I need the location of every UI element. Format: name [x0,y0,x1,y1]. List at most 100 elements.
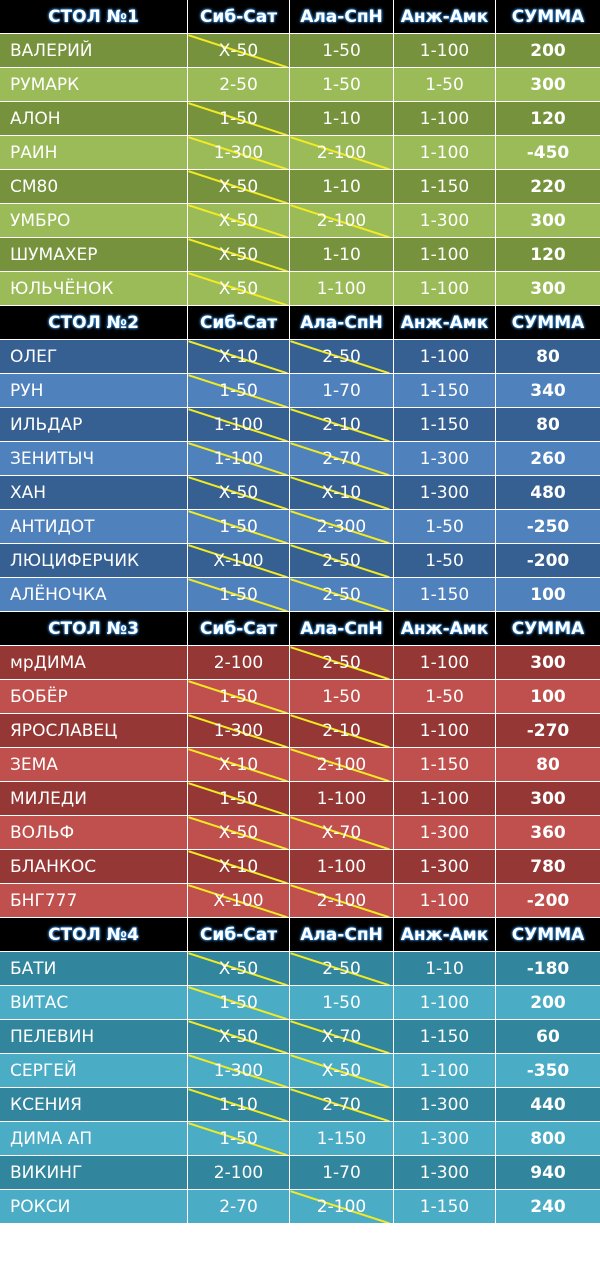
player-name: ПЕЛЕВИН [0,1020,188,1053]
player-name-text: ХАН [10,482,47,503]
cell-anzh-amk-text: 1-100 [419,720,470,741]
cell-sib-sat: 1-50 [188,510,290,543]
cell-sum-text: 120 [530,108,566,129]
player-name-text: СЕРГЕЙ [10,1060,77,1081]
cell-sum: -350 [496,1054,600,1087]
cell-anzh-amk: 1-150 [394,170,496,203]
player-name-text: ЯРОСЛАВЕЦ [10,720,118,741]
cell-ala-spn-text: 2-50 [322,550,361,571]
cell-anzh-amk: 1-300 [394,476,496,509]
cell-ala-spn: 2-10 [290,714,394,747]
table-row: ЗЕМА Х-10 2-100 1-150 80 [0,748,600,782]
player-name-text: РУМАРК [10,74,80,95]
cell-anzh-amk-text: 1-150 [419,414,470,435]
cell-sum-text: 200 [530,992,566,1013]
cell-sum-text: 220 [530,176,566,197]
player-name: мрДИМА [0,646,188,679]
cell-anzh-amk: 1-100 [394,1054,496,1087]
cell-sum: 100 [496,680,600,713]
column-header-ala-spn: Ала-СпН [290,0,394,33]
cell-ala-spn-text: 1-50 [322,40,361,61]
cell-sum: 60 [496,1020,600,1053]
cell-ala-spn: Х-70 [290,1020,394,1053]
cell-anzh-amk: 1-300 [394,442,496,475]
cell-sum: -270 [496,714,600,747]
cell-anzh-amk: 1-50 [394,510,496,543]
cell-ala-spn-text: 2-50 [322,584,361,605]
cell-sib-sat: Х-10 [188,850,290,883]
cell-ala-spn-text: 1-10 [322,108,361,129]
table-row: РУН 1-50 1-70 1-150 340 [0,374,600,408]
table-row: ЗЕНИТЫЧ 1-100 2-70 1-300 260 [0,442,600,476]
cell-sum-text: -350 [526,1060,570,1081]
cell-anzh-amk: 1-150 [394,1020,496,1053]
cell-ala-spn: 1-150 [290,1122,394,1155]
cell-ala-spn-text: 1-100 [316,278,367,299]
player-name: ИЛЬДАР [0,408,188,441]
table-row: мрДИМА 2-100 2-50 1-100 300 [0,646,600,680]
cell-ala-spn-text: 2-100 [316,754,367,775]
cell-sum-text: 440 [530,1094,566,1115]
cell-sib-sat-text: 2-100 [213,1162,264,1183]
player-name-text: ВИКИНГ [10,1162,83,1183]
cell-sum: 220 [496,170,600,203]
player-name-text: БОБЁР [10,686,68,707]
cell-anzh-amk-text: 1-150 [419,176,470,197]
table-row: РАИН 1-300 2-100 1-100 -450 [0,136,600,170]
table-row: ВИКИНГ 2-100 1-70 1-300 940 [0,1156,600,1190]
cell-sum: 80 [496,748,600,781]
cell-anzh-amk: 1-100 [394,782,496,815]
cell-sib-sat: Х-50 [188,1020,290,1053]
table-row: ВИТАС 1-50 1-50 1-100 200 [0,986,600,1020]
cell-anzh-amk-text: 1-300 [419,822,470,843]
cell-anzh-amk-text: 1-150 [419,380,470,401]
cell-ala-spn: 1-10 [290,102,394,135]
player-name-text: АЛЁНОЧКА [10,584,107,605]
table-row: РОКСИ 2-70 2-100 1-150 240 [0,1190,600,1224]
cell-sib-sat-text: 1-50 [219,686,258,707]
cell-anzh-amk: 1-300 [394,1088,496,1121]
cell-ala-spn: 1-70 [290,1156,394,1189]
player-name: АНТИДОТ [0,510,188,543]
cell-sib-sat: 1-100 [188,442,290,475]
cell-anzh-amk-text: 1-100 [419,346,470,367]
player-name: ВИТАС [0,986,188,1019]
cell-sib-sat: Х-50 [188,238,290,271]
player-name: ВОЛЬФ [0,816,188,849]
player-name: ЯРОСЛАВЕЦ [0,714,188,747]
cell-anzh-amk: 1-100 [394,272,496,305]
cell-sum: 480 [496,476,600,509]
cell-sum-text: 120 [530,244,566,265]
table-row: ИЛЬДАР 1-100 2-10 1-150 80 [0,408,600,442]
cell-ala-spn: 1-100 [290,850,394,883]
table-4: СТОЛ №4 Сиб-Сат Ала-СпН Анж-Амк СУММА БАТИ Х-5… [0,918,600,1224]
cell-ala-spn: 2-100 [290,1190,394,1223]
cell-ala-spn-text: Х-50 [321,1060,362,1081]
cell-sib-sat-text: 1-300 [213,1060,264,1081]
player-name-text: мрДИМА [10,652,86,673]
cell-sum: 200 [496,34,600,67]
cell-sib-sat-text: 1-50 [219,380,258,401]
cell-sib-sat-text: Х-10 [218,346,259,367]
cell-sib-sat: Х-10 [188,340,290,373]
table-title: СТОЛ №3 [0,612,188,645]
player-name-text: ВИТАС [10,992,69,1013]
cell-ala-spn: 2-100 [290,748,394,781]
cell-anzh-amk-text: 1-150 [419,754,470,775]
column-header-anzh-amk: Анж-Амк [394,918,496,951]
cell-ala-spn: 2-100 [290,204,394,237]
cell-sum-text: 340 [530,380,566,401]
player-name: ХАН [0,476,188,509]
cell-sum-text: 240 [530,1196,566,1217]
cell-sib-sat-text: Х-50 [218,40,259,61]
cell-ala-spn-text: 1-50 [322,686,361,707]
player-name-text: РОКСИ [10,1196,71,1217]
cell-sib-sat-text: Х-50 [218,210,259,231]
table-row: РУМАРК 2-50 1-50 1-50 300 [0,68,600,102]
cell-anzh-amk-text: 1-150 [419,584,470,605]
cell-anzh-amk: 1-50 [394,544,496,577]
player-name: РУН [0,374,188,407]
player-name-text: ШУМАХЕР [10,244,98,265]
cell-sib-sat: Х-50 [188,476,290,509]
cell-sib-sat: Х-100 [188,884,290,917]
